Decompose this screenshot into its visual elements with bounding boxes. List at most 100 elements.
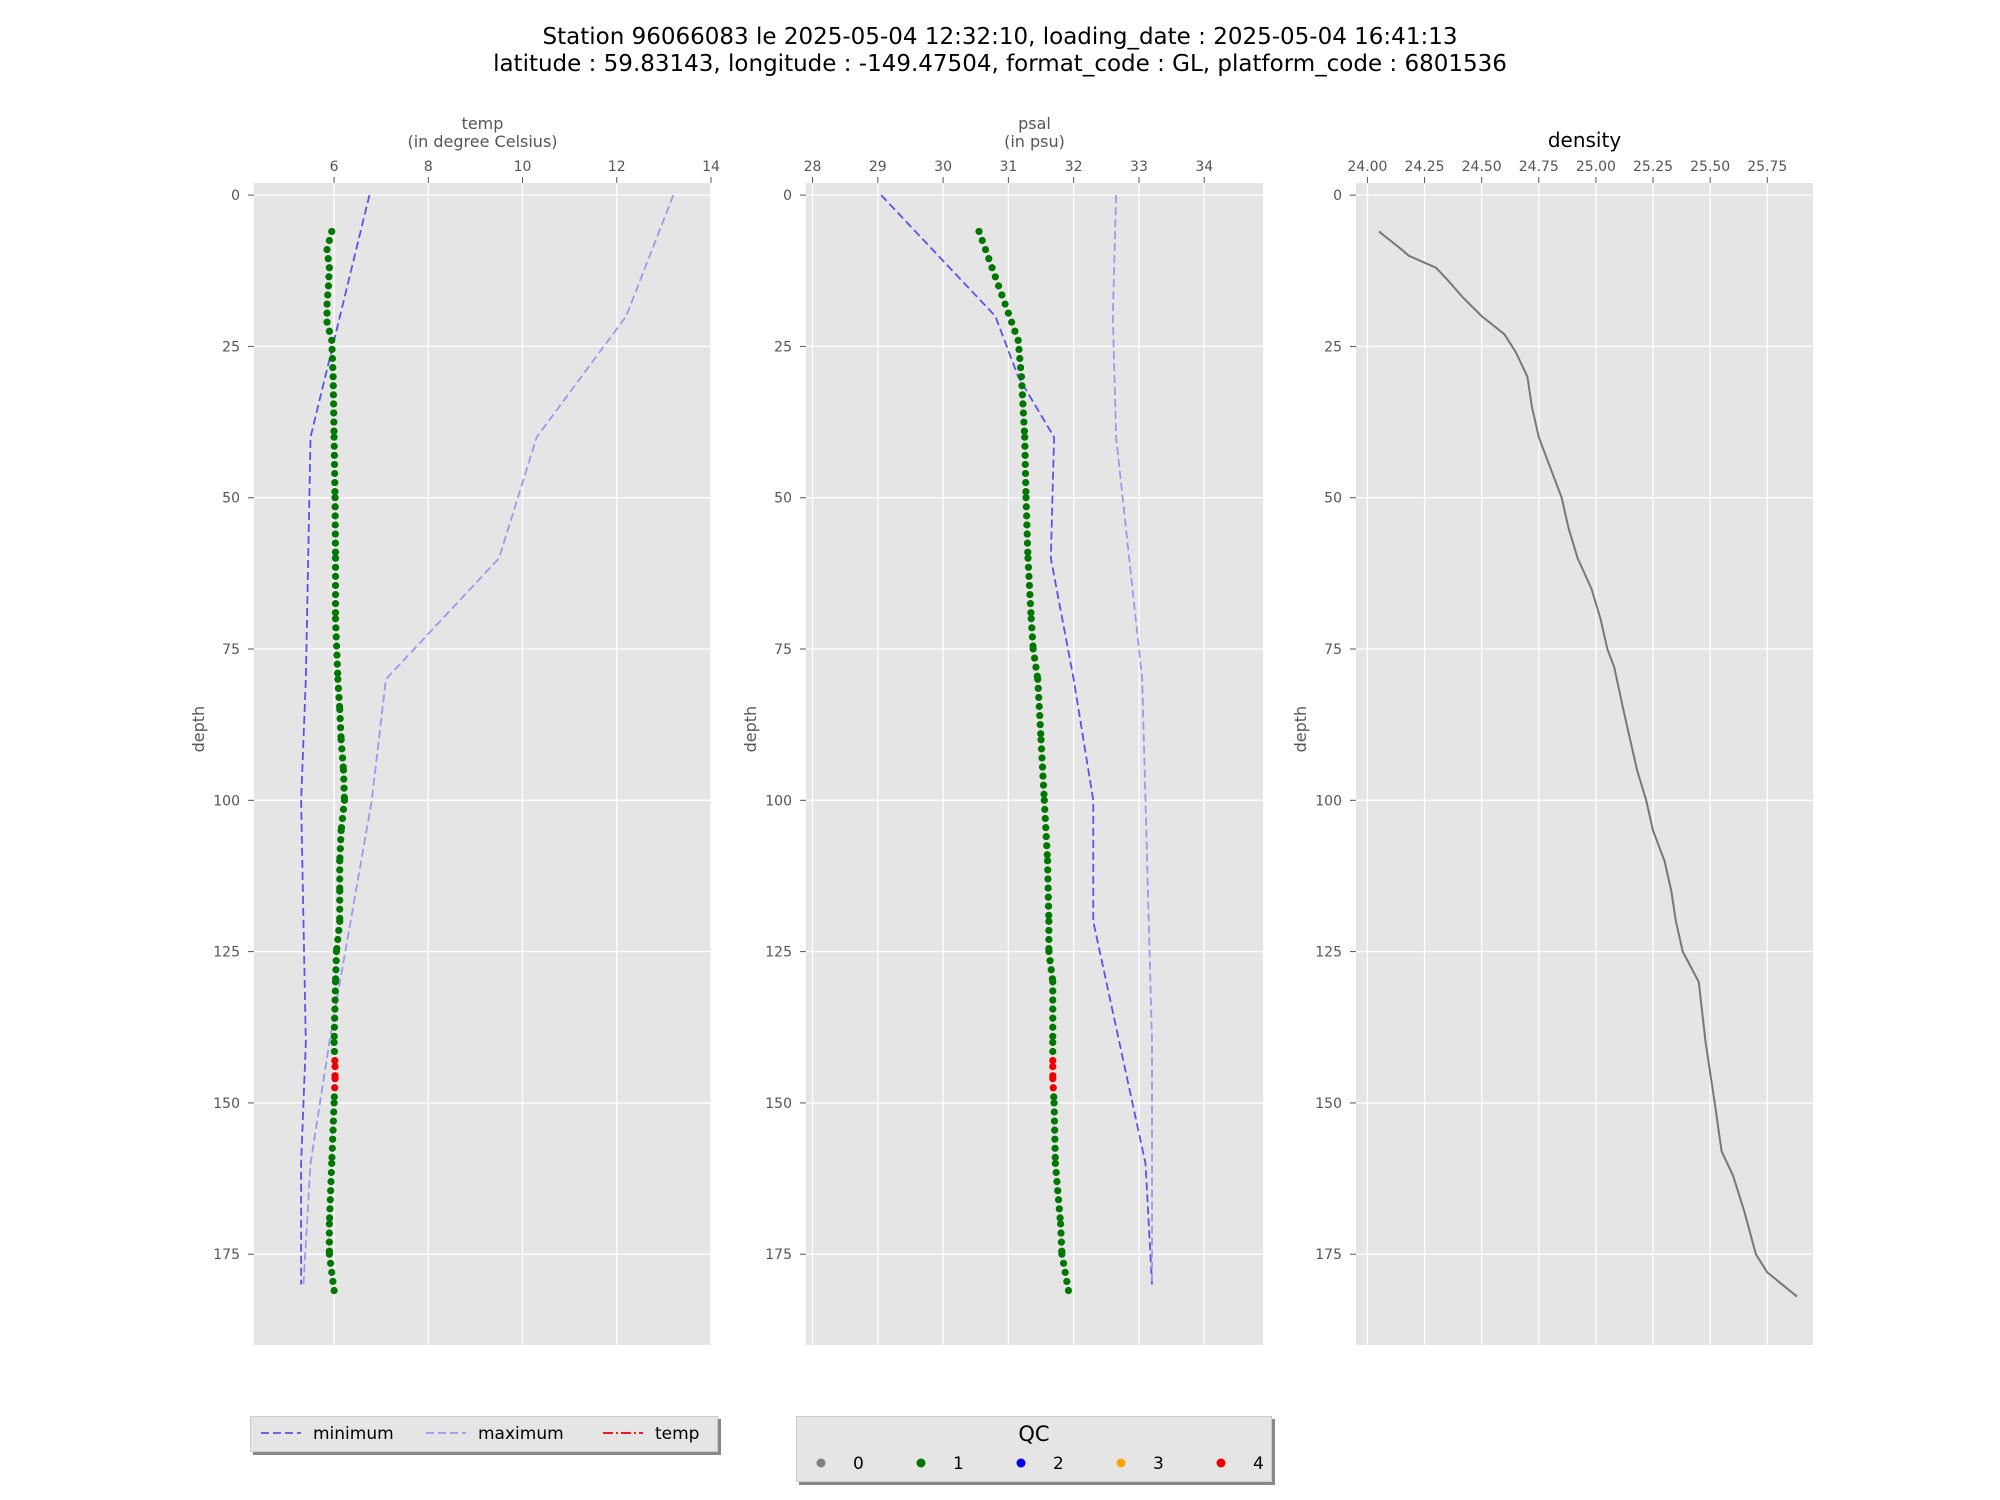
temp-profile-point (331, 503, 339, 511)
temp-y-tick-label: 75 (222, 642, 240, 658)
temp-profile-point (336, 887, 344, 895)
temp-x-axis-label: temp (462, 114, 504, 133)
temp-profile-point (336, 896, 344, 904)
temp-profile-point (330, 1108, 338, 1116)
psal-profile-point (1019, 409, 1028, 417)
temp-profile-point (331, 590, 340, 599)
temp-profile-point (332, 957, 340, 965)
temp-y-tick-label: 25 (222, 339, 240, 355)
temp-profile-point (331, 1056, 339, 1065)
temp-profile-point (337, 826, 345, 835)
legend-maximum-label: maximum (478, 1424, 564, 1444)
psal-profile-point (1022, 478, 1030, 487)
psal-profile-point (1043, 857, 1052, 865)
psal-profile-point (1028, 633, 1037, 641)
psal-profile-point (1059, 1259, 1068, 1267)
psal-profile-point (1034, 675, 1042, 683)
qc-legend-swatch-3 (1116, 1458, 1126, 1468)
psal-x-axis-label: psal (1018, 114, 1051, 133)
psal-profile-point (1023, 521, 1031, 529)
psal-profile-point (1004, 309, 1012, 317)
psal-profile-point (1057, 1220, 1065, 1228)
psal-profile-point (1021, 469, 1030, 478)
temp-profile-point (339, 805, 348, 813)
density-y-tick-label: 50 (1324, 491, 1342, 507)
temp-profile-point (338, 814, 347, 823)
temp-minimum-line (300, 194, 371, 1285)
psal-profile-point (1049, 1047, 1057, 1056)
temp-profile-point (331, 1014, 339, 1022)
psal-profile-point (1025, 572, 1033, 580)
temp-profile-point (330, 1286, 338, 1295)
density-y-axis-label: depth (1291, 706, 1310, 753)
psal-x-tick-label: 34 (1195, 159, 1213, 175)
psal-profile-point (1034, 684, 1042, 692)
density-y-tick-label: 125 (1315, 945, 1342, 961)
temp-profile-point (336, 905, 344, 913)
psal-profile-point (1058, 1250, 1066, 1258)
psal-profile-point (1049, 1084, 1057, 1092)
temp-profile-point (331, 488, 339, 496)
psal-profile-point (988, 264, 996, 272)
temp-x-tick-label: 12 (608, 159, 626, 175)
temp-profile-point (331, 563, 340, 571)
psal-profile-point (1022, 488, 1030, 496)
psal-y-tick-label: 100 (765, 793, 792, 809)
temp-profile-point (338, 745, 346, 753)
temp-profile-point (331, 978, 340, 986)
temp-profile-point (336, 705, 344, 714)
psal-profile-point (1051, 1135, 1059, 1143)
temp-profile-point (326, 1196, 334, 1204)
psal-profile-point (1027, 609, 1035, 617)
temp-profile-point (331, 548, 340, 556)
temp-y-axis-label: depth (189, 706, 208, 753)
psal-profile-point (1044, 884, 1052, 892)
temp-profile-point (334, 684, 343, 692)
psal-profile-point (1036, 721, 1044, 729)
temp-profile-point (328, 345, 336, 354)
density-x-tick-label: 24.75 (1519, 159, 1559, 175)
psal-profile-point (1024, 548, 1032, 556)
psal-x-axis-label: (in psu) (1004, 132, 1065, 151)
temp-profile-point (328, 1153, 336, 1161)
temp-profile-point (329, 1126, 337, 1134)
temp-profile-point (328, 227, 336, 236)
psal-x-tick-label: 29 (869, 159, 887, 175)
psal-profile-point (1054, 1187, 1062, 1195)
psal-profile-point (1001, 300, 1009, 308)
psal-profile-point (1029, 645, 1037, 653)
psal-profile-point (1052, 1168, 1060, 1177)
psal-profile-point (1051, 1126, 1059, 1134)
psal-profile-point (998, 291, 1006, 299)
temp-profile-point (331, 609, 340, 617)
temp-y-tick-label: 125 (213, 945, 240, 961)
temp-profile-point (330, 442, 338, 450)
temp-profile-point (339, 766, 348, 774)
temp-profile-point (332, 966, 340, 974)
temp-plot-area (254, 183, 711, 1345)
temp-profile-point (329, 382, 337, 390)
temp-profile-point (336, 917, 344, 925)
temp-y-tick-label: 0 (231, 188, 240, 204)
temp-profile-point (333, 651, 341, 659)
figure-title-line-1: Station 96066083 le 2025-05-04 12:32:10,… (542, 24, 1458, 50)
temp-profile-point (331, 1063, 339, 1071)
temp-profile-point (331, 469, 339, 478)
psal-profile-point (1019, 400, 1027, 408)
temp-x-tick-label: 6 (330, 159, 339, 175)
psal-profile-point (1049, 1005, 1057, 1013)
psal-profile-point (1030, 654, 1039, 662)
psal-x-tick-label: 30 (934, 159, 952, 175)
temp-profile-point (336, 866, 344, 874)
psal-profile-point (1039, 781, 1048, 789)
temp-profile-point (330, 460, 339, 469)
temp-profile-point (325, 264, 333, 272)
temp-profile-point (333, 660, 341, 668)
psal-profile-point (1038, 754, 1046, 762)
temp-profile-point (331, 1075, 339, 1083)
psal-profile-point (1061, 1268, 1069, 1276)
psal-profile-point (1064, 1286, 1073, 1295)
psal-maximum-line (1111, 195, 1153, 1285)
psal-profile-point (1063, 1277, 1071, 1286)
